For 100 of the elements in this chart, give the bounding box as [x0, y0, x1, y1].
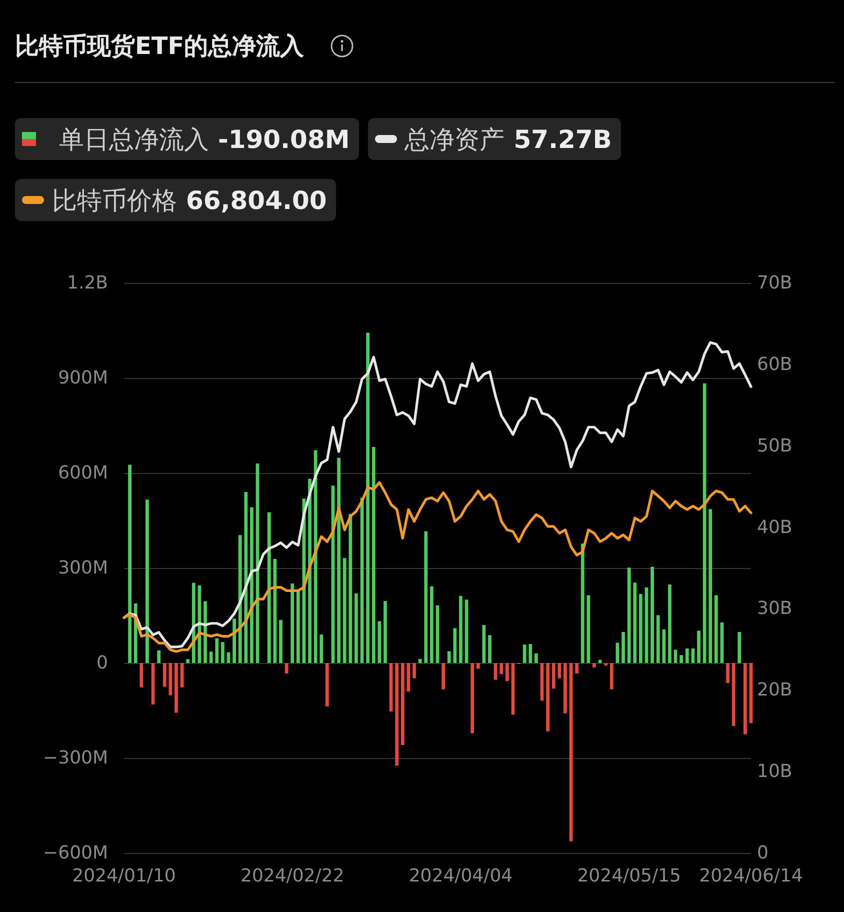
bar: [232, 618, 236, 663]
bar: [168, 663, 172, 696]
bar: [378, 621, 382, 663]
bar: [674, 650, 678, 663]
bar: [714, 595, 718, 663]
bar: [447, 651, 451, 663]
legend-chip: 比特币价格 66,804.00: [15, 179, 336, 221]
bar: [209, 652, 213, 663]
bar: [610, 663, 614, 690]
y2-tick-label: 70B: [757, 272, 792, 294]
bar: [128, 464, 132, 663]
bar: [459, 596, 462, 663]
bar: [354, 593, 358, 663]
x-tick-label: 2024/04/04: [408, 866, 513, 886]
bar: [627, 568, 631, 663]
bar: [470, 663, 474, 734]
bar: [372, 447, 376, 663]
bar: [580, 544, 584, 663]
bar: [430, 586, 434, 663]
bar: [314, 450, 318, 663]
bar: [418, 658, 422, 663]
legend-label: 比特币价格: [52, 184, 177, 216]
bar: [680, 655, 684, 663]
bar: [494, 663, 498, 680]
legend-chip: 总净资产 57.27B: [368, 118, 621, 160]
legend-label: 总净资产: [404, 124, 505, 156]
bar: [505, 663, 509, 682]
bar: [708, 509, 712, 663]
x-tick-label: 2024/02/22: [240, 866, 344, 886]
bar: [528, 644, 532, 663]
bar: [174, 663, 178, 713]
x-tick-label: 2024/06/14: [699, 866, 803, 886]
bar: [326, 663, 329, 706]
bar: [622, 632, 625, 663]
bar: [522, 644, 526, 663]
bar: [662, 629, 666, 663]
bar: [412, 663, 416, 678]
bar: [633, 582, 637, 663]
bar: [342, 558, 346, 663]
y2-tick-label: 50B: [757, 435, 792, 456]
bar: [453, 628, 457, 663]
y2-tick-label: 40B: [757, 516, 792, 538]
bar: [186, 659, 190, 663]
y2-tick-label: 60B: [757, 354, 792, 375]
bar: [604, 663, 608, 666]
y-tick-label: −300M: [43, 748, 108, 768]
bar: [157, 650, 161, 663]
bar: [296, 590, 300, 663]
bar: [575, 663, 579, 674]
y-tick-label: 900M: [58, 368, 108, 388]
bar: [592, 663, 596, 668]
bar: [442, 663, 445, 690]
bar: [162, 663, 166, 687]
bar: [180, 663, 184, 688]
bar: [552, 663, 556, 689]
bar: [488, 635, 492, 663]
bar: [558, 663, 562, 678]
bar: [726, 663, 730, 683]
bar: [267, 512, 271, 663]
bar: [366, 332, 370, 663]
y-tick-label: 1.2B: [67, 272, 108, 294]
bar: [685, 648, 689, 663]
bar: [244, 492, 248, 663]
bar: [744, 663, 747, 734]
bar: [668, 584, 672, 663]
bar: [564, 663, 567, 714]
bar: [221, 642, 224, 663]
bar: [400, 663, 404, 746]
y-tick-label: 0: [96, 652, 108, 674]
bar: [204, 601, 207, 663]
y2-tick-label: 10B: [757, 761, 792, 782]
bar: [534, 654, 538, 663]
bar: [279, 620, 282, 663]
y-tick-label: 300M: [58, 558, 108, 578]
bar: [395, 663, 399, 766]
y2-tick-label: 30B: [757, 598, 792, 620]
bar: [320, 634, 324, 663]
bar: [384, 600, 387, 663]
legend-chip: 单日总净流入 -190.08M: [15, 118, 359, 160]
x-tick-label: 2024/05/15: [577, 866, 681, 886]
bar: [424, 531, 428, 663]
bar: [146, 500, 149, 663]
bar: [697, 630, 700, 663]
bar: [500, 663, 504, 674]
bar: [650, 566, 654, 663]
x-tick-label: 2024/01/10: [72, 866, 176, 886]
bar: [732, 663, 736, 726]
chart-title: 比特币现货ETF的总净流入: [15, 31, 304, 62]
bar: [738, 632, 742, 663]
bar: [238, 535, 242, 663]
line-series: [122, 341, 752, 648]
legend-label: 单日总净流入: [59, 124, 209, 156]
bar: [348, 514, 352, 663]
bar: [215, 638, 219, 663]
bar: [639, 594, 642, 663]
y2-tick-label: 0: [757, 842, 768, 864]
bar: [616, 642, 620, 663]
y-tick-label: −600M: [43, 842, 108, 864]
bar: [250, 507, 254, 663]
bar: [656, 615, 660, 663]
